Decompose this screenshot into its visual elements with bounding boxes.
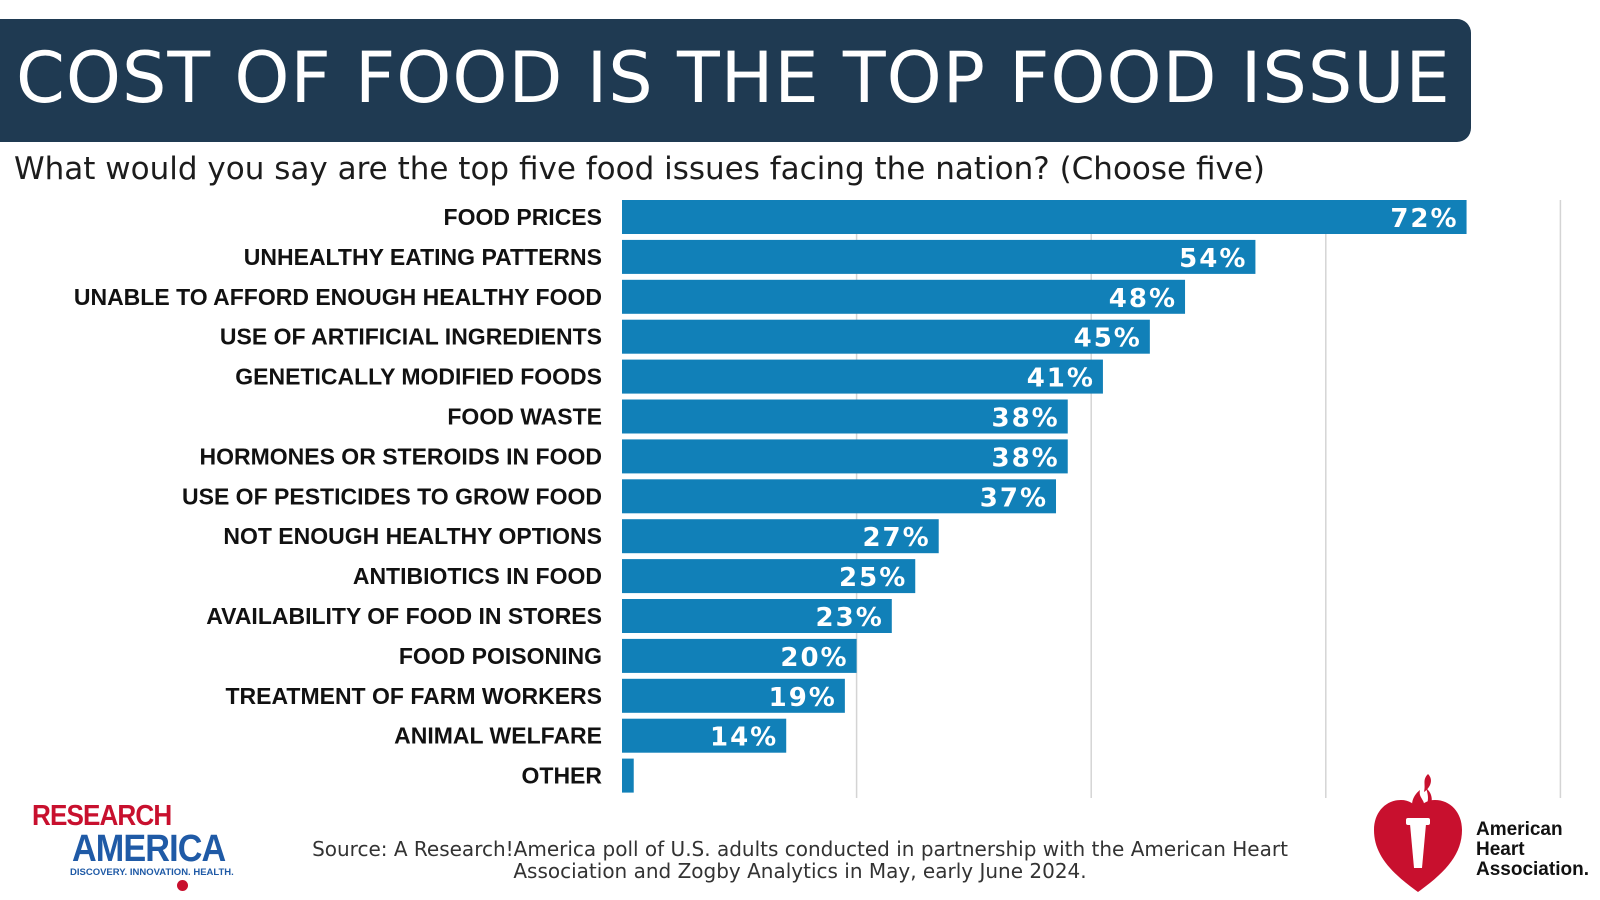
value-label: 45% xyxy=(1074,324,1142,354)
value-label: 14% xyxy=(710,723,778,753)
bar-12 xyxy=(622,678,845,713)
category-label: ANTIBIOTICS IN FOOD xyxy=(353,563,602,589)
bar-9 xyxy=(622,559,916,594)
heart-torch-icon xyxy=(1374,774,1462,892)
category-label: USE OF ARTIFICIAL INGREDIENTS xyxy=(220,324,602,350)
category-label: FOOD WASTE xyxy=(447,404,602,430)
aha-logo-line1: American xyxy=(1476,819,1563,840)
bar-chart: FOOD PRICES UNHEALTHY EATING PATTERNS UNAB… xyxy=(74,200,1562,798)
category-labels: FOOD PRICES UNHEALTHY EATING PATTERNS UNAB… xyxy=(74,204,603,789)
value-label: 25% xyxy=(839,563,907,593)
value-label: 37% xyxy=(980,483,1048,513)
bars xyxy=(622,200,1467,793)
research-america-dot-icon xyxy=(177,880,188,891)
bar-8 xyxy=(622,519,939,554)
bar-13 xyxy=(622,718,787,753)
research-america-tagline: DISCOVERY. INNOVATION. HEALTH. xyxy=(70,867,234,878)
category-label: GENETICALLY MODIFIED FOODS xyxy=(235,364,602,390)
bar-10 xyxy=(622,599,892,633)
bar-11 xyxy=(622,638,857,673)
bar-6 xyxy=(622,439,1068,474)
category-label: TREATMENT OF FARM WORKERS xyxy=(226,683,603,709)
bar-5 xyxy=(622,399,1068,434)
category-label: UNABLE TO AFFORD ENOUGH HEALTHY FOOD xyxy=(74,284,602,310)
value-labels: 72% 54%48% 45% 41% 38% 38% 37% 27% 25% 23% 20% 19% 1… xyxy=(710,204,1458,753)
value-label: 27% xyxy=(862,523,930,553)
bar-0 xyxy=(622,200,1467,234)
chart-subtitle: What would you say are the top five food… xyxy=(14,151,1266,187)
research-america-logo: RESEARCH AMERICA DISCOVERY. INNOVATION. … xyxy=(30,800,250,891)
value-label: 72% xyxy=(1390,204,1458,234)
bar-4 xyxy=(622,359,1103,394)
category-label: FOOD POISONING xyxy=(399,643,602,669)
research-america-logo-line2: AMERICA xyxy=(72,828,226,870)
value-label: 38% xyxy=(992,404,1060,434)
chart-title: COST OF FOOD IS THE TOP FOOD ISSUE xyxy=(16,37,1451,119)
value-label: 19% xyxy=(769,683,837,713)
value-label: 38% xyxy=(992,443,1060,473)
source-note: Source: A Research!America poll of U.S. … xyxy=(312,837,1288,883)
value-label: 23% xyxy=(816,603,884,633)
value-label: 48% xyxy=(1109,284,1177,314)
value-label: 54% xyxy=(1179,244,1247,274)
category-label: HORMONES OR STEROIDS IN FOOD xyxy=(199,443,602,469)
category-label: UNHEALTHY EATING PATTERNS xyxy=(244,244,602,270)
value-label: 41% xyxy=(1027,364,1095,394)
value-label: 20% xyxy=(780,643,848,673)
title-bar: COST OF FOOD IS THE TOP FOOD ISSUE xyxy=(0,19,1471,142)
category-label: OTHER xyxy=(522,763,603,789)
aha-logo-text: American Heart Association. xyxy=(1476,820,1589,880)
bar-14 xyxy=(622,758,634,793)
category-label: USE OF PESTICIDES TO GROW FOOD xyxy=(182,483,602,509)
aha-logo-line3: Association. xyxy=(1476,859,1589,880)
category-label: AVAILABILITY OF FOOD IN STORES xyxy=(206,603,602,629)
category-label: ANIMAL WELFARE xyxy=(394,723,602,749)
category-label: NOT ENOUGH HEALTHY OPTIONS xyxy=(223,523,602,549)
bar-3 xyxy=(622,319,1150,354)
bar-2 xyxy=(622,279,1186,314)
aha-logo-line2: Heart xyxy=(1476,839,1525,860)
category-label: FOOD PRICES xyxy=(444,204,602,230)
bar-1 xyxy=(622,239,1256,274)
research-america-logo-line1: RESEARCH xyxy=(32,800,172,832)
bar-7 xyxy=(622,479,1057,514)
american-heart-association-logo: American Heart Association. xyxy=(1370,768,1600,898)
